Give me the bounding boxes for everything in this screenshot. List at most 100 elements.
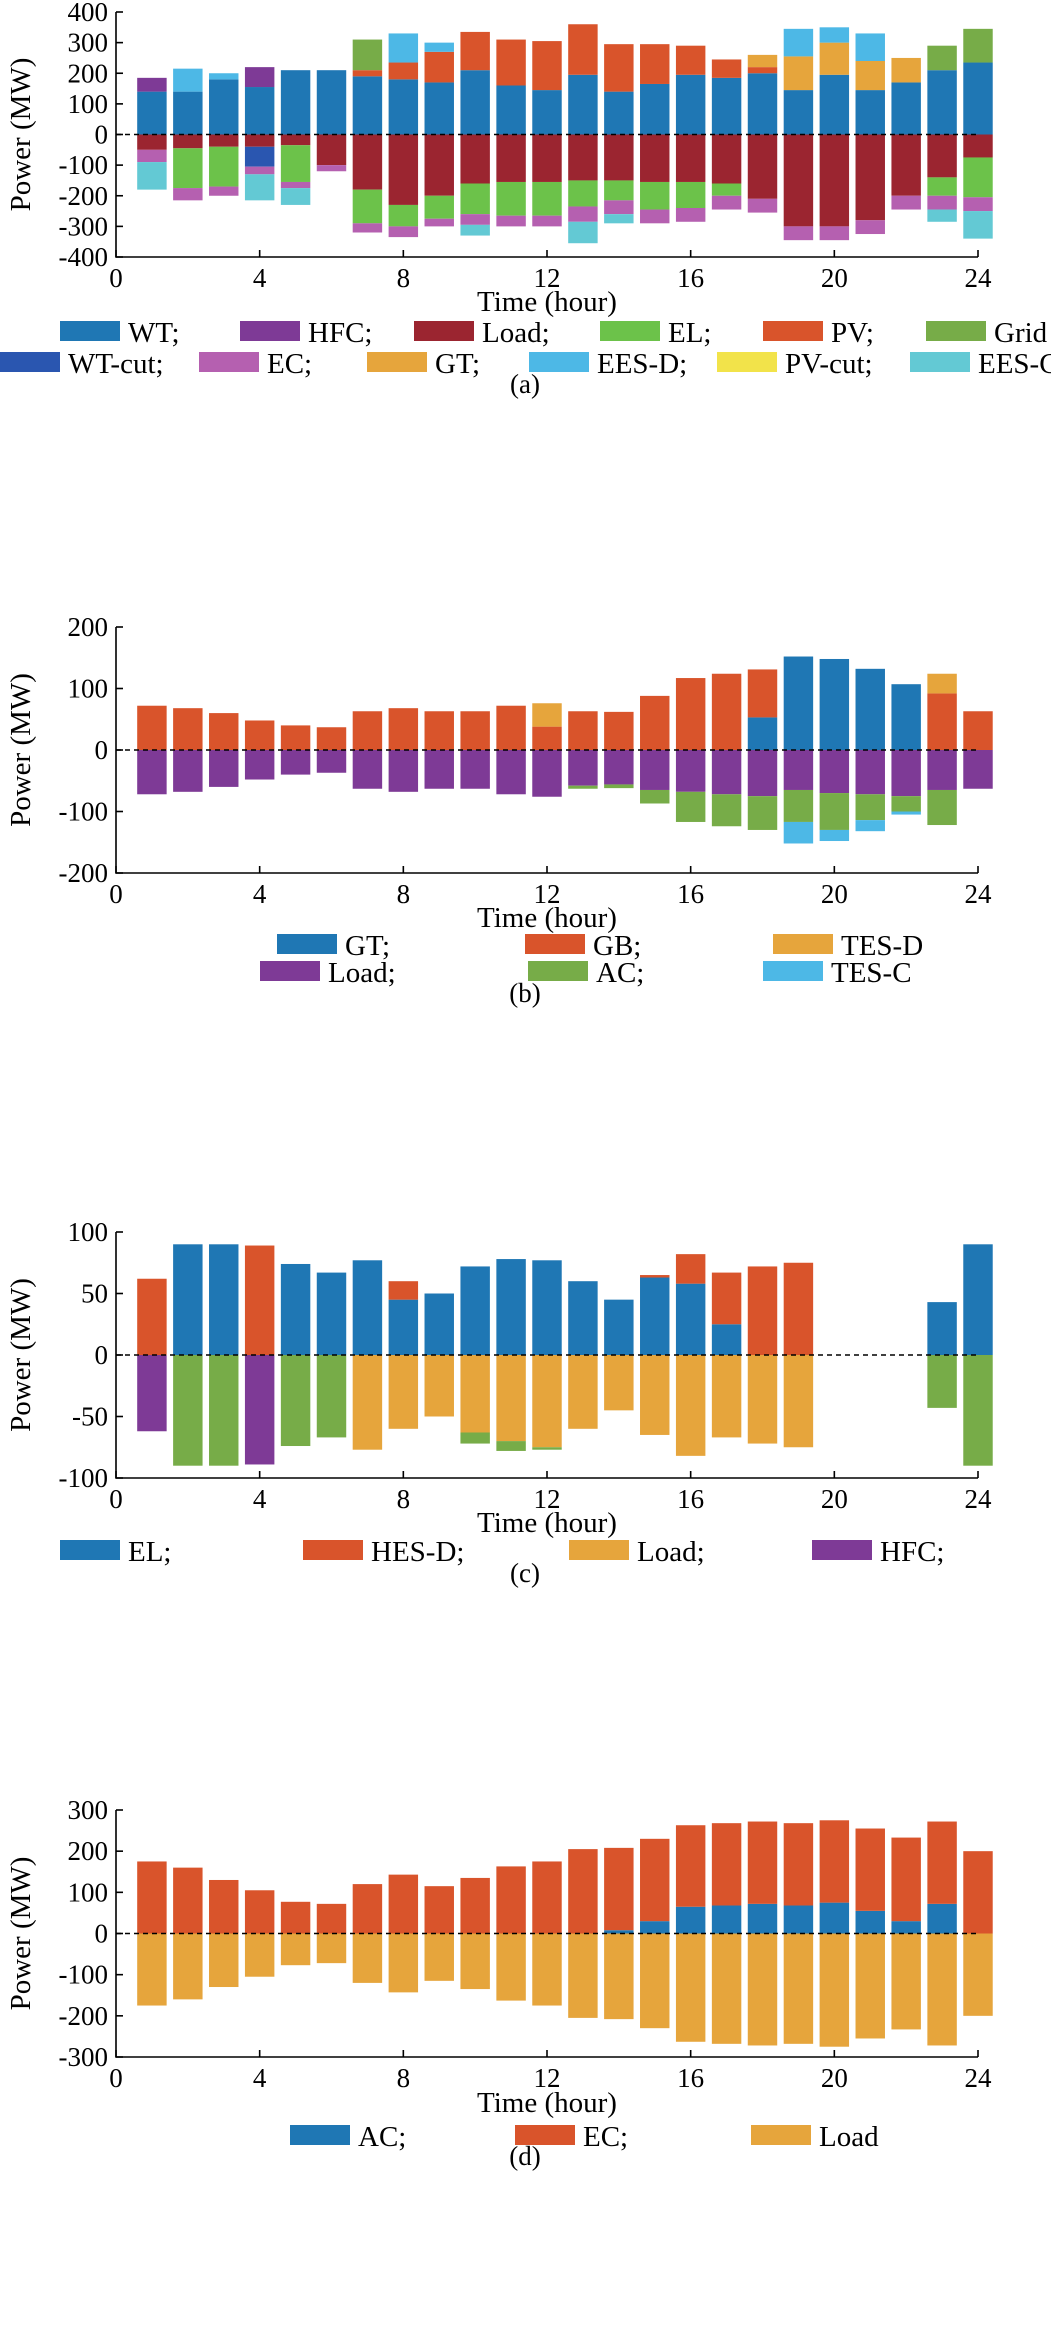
bar-ec-h10 xyxy=(460,1878,489,1934)
bar-hes-c-h23 xyxy=(927,1355,956,1408)
bar-ees-c-h1 xyxy=(137,162,166,190)
bar-hes-c-h10 xyxy=(460,1432,489,1443)
x-tick-label: 20 xyxy=(821,263,848,293)
x-tick-label: 4 xyxy=(253,879,267,909)
bar-hes-d-h8 xyxy=(389,1281,418,1299)
bar-ees-c-h10 xyxy=(460,225,489,236)
bar-hfc-h1 xyxy=(137,1355,166,1431)
bar-wt-h22 xyxy=(891,82,920,134)
bar-ec-h22 xyxy=(891,196,920,210)
legend-item-hfc: HFC; xyxy=(240,317,372,349)
legend-label: EL; xyxy=(128,1536,172,1568)
bar-gb-h3 xyxy=(209,713,238,750)
bar-pv-h17 xyxy=(712,59,741,77)
legend-item-ac: AC; xyxy=(290,2121,406,2153)
bar-wt-h9 xyxy=(425,82,454,134)
x-tick-label: 20 xyxy=(821,879,848,909)
panel-b: -200 -100 0 100 200 0 4 8 12 16 20 24 Time (hour) Pow… xyxy=(0,600,1051,1200)
bar-ec-h3 xyxy=(209,187,238,196)
x-axis-title: Time (hour) xyxy=(477,1507,617,1539)
y-tick-label: -100 xyxy=(59,797,109,827)
bar-gb-h16 xyxy=(676,678,705,750)
legend-item-pv: PV; xyxy=(763,317,874,349)
bar-load-h6 xyxy=(317,750,346,773)
x-tick-label: 8 xyxy=(397,879,411,909)
legend-item-hes-d: HES-D; xyxy=(303,1536,464,1568)
x-tick-label: 0 xyxy=(109,1484,123,1514)
y-tick-label: -100 xyxy=(59,150,109,180)
bar-ees-c-h23 xyxy=(927,210,956,222)
bar-load-h8 xyxy=(389,1355,418,1429)
y-tick-label: -200 xyxy=(59,181,109,211)
bar-load-h18 xyxy=(748,135,777,199)
bar-el-h12 xyxy=(532,182,561,216)
x-tick-label: 24 xyxy=(965,263,993,293)
bar-wt-h3 xyxy=(209,79,238,134)
legend-item-el: EL; xyxy=(600,317,712,349)
bar-load-h14 xyxy=(604,750,633,784)
bar-load-h20 xyxy=(820,1934,849,2047)
y-tick-label: 100 xyxy=(68,1877,109,1907)
bar-pv-h12 xyxy=(532,41,561,90)
bar-load-h8 xyxy=(389,750,418,792)
bar-ees-c-h13 xyxy=(568,222,597,243)
bar-ec-h23 xyxy=(927,196,956,210)
y-axis-title: Power (MW) xyxy=(5,58,37,212)
bar-ec-h15 xyxy=(640,1839,669,1921)
bar-load-h17 xyxy=(712,135,741,184)
legend-swatch xyxy=(525,934,585,954)
bar-hfc-h4 xyxy=(245,67,274,87)
bar-load-h7 xyxy=(353,750,382,789)
bar-load-h1 xyxy=(137,135,166,150)
y-tick-label: 300 xyxy=(68,28,109,58)
bar-gb-h24 xyxy=(963,711,992,750)
bar-ec-h1 xyxy=(137,150,166,162)
legend-swatch xyxy=(240,321,300,341)
bar-pv-h9 xyxy=(425,52,454,83)
bar-load-h19 xyxy=(784,750,813,790)
x-tick-label: 4 xyxy=(253,263,267,293)
panel-caption: (b) xyxy=(509,978,540,1008)
bar-wt-h1 xyxy=(137,92,166,135)
bar-load-h13 xyxy=(568,1934,597,2018)
bar-load-h15 xyxy=(640,1355,669,1435)
bar-load-h10 xyxy=(460,1355,489,1432)
bar-wt-h5 xyxy=(281,70,310,134)
bar-gb-h23 xyxy=(927,693,956,750)
bar-gb-h11 xyxy=(496,706,525,750)
bar-gt-h19 xyxy=(784,56,813,90)
legend-label: WT; xyxy=(128,317,180,349)
bar-ec-h4 xyxy=(245,167,274,175)
bar-load-h14 xyxy=(604,135,633,181)
bar-ec-h8 xyxy=(389,226,418,237)
y-tick-label: -300 xyxy=(59,2042,109,2072)
bar-wt-h8 xyxy=(389,79,418,134)
bar-tes-c-h19 xyxy=(784,822,813,844)
bar-load-h7 xyxy=(353,1934,382,1983)
legend-item-pv-cut: PV-cut; xyxy=(717,348,873,380)
bar-ec-h3 xyxy=(209,1880,238,1934)
bar-tes-c-h22 xyxy=(891,812,920,815)
bar-load-h2 xyxy=(173,1934,202,2000)
bar-el-h16 xyxy=(676,182,705,208)
bar-load-h16 xyxy=(676,750,705,792)
bar-wt-h19 xyxy=(784,90,813,134)
bar-pv-h7 xyxy=(353,70,382,76)
bar-gb-h14 xyxy=(604,712,633,750)
legend-label: Load; xyxy=(482,317,550,349)
bar-load-h22 xyxy=(891,750,920,796)
bar-load-h17 xyxy=(712,1355,741,1437)
bar-el-h14 xyxy=(604,1300,633,1355)
bar-load-h13 xyxy=(568,135,597,181)
bar-el-h24 xyxy=(963,157,992,197)
legend-label: Load; xyxy=(328,957,396,989)
x-tick-label: 8 xyxy=(397,2063,411,2093)
bar-gb-h7 xyxy=(353,711,382,750)
bar-pv-h16 xyxy=(676,46,705,75)
bar-gt-h22 xyxy=(891,684,920,750)
bar-el-h8 xyxy=(389,1300,418,1355)
bar-load-h4 xyxy=(245,1934,274,1977)
bar-load-h11 xyxy=(496,1355,525,1441)
bar-grid-h7 xyxy=(353,40,382,71)
